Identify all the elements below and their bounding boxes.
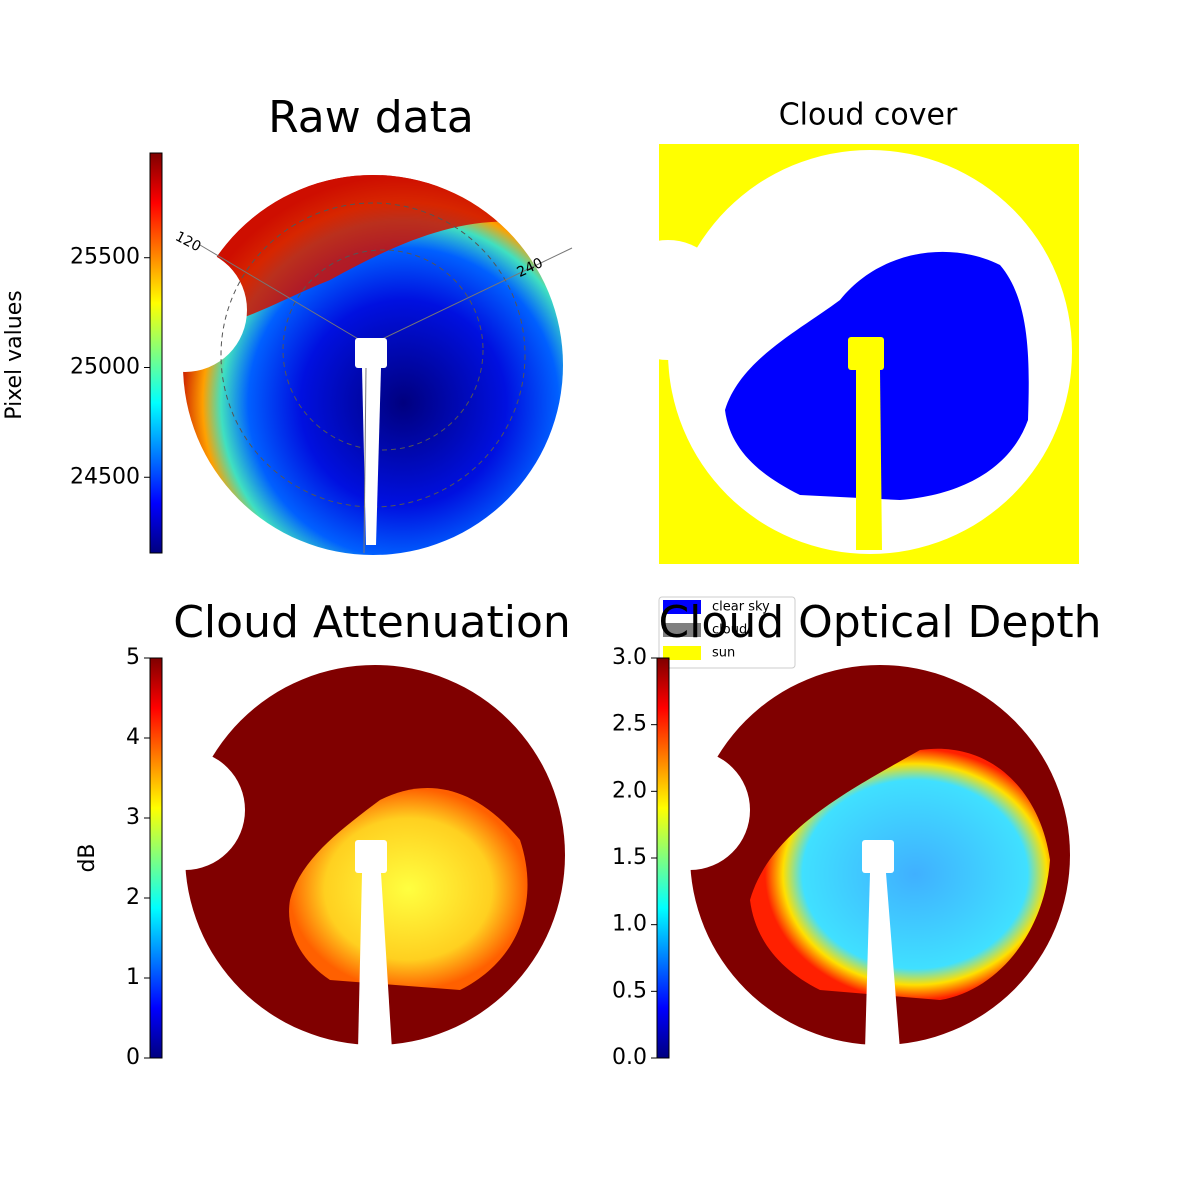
legend-swatch [663, 623, 701, 637]
panel-title: Cloud cover [779, 98, 958, 133]
colorbar-tick-label: 2 [126, 885, 140, 910]
panel-title: Cloud Optical Depth [658, 597, 1101, 648]
colorbar-tick-label: 25500 [70, 245, 140, 270]
cloud-cover-image [608, 144, 1079, 564]
colorbar-tick-label: 0.5 [612, 978, 647, 1003]
colorbar-tick-label: 0.0 [612, 1045, 647, 1070]
legend-swatch [663, 600, 701, 614]
colorbar [656, 657, 670, 1059]
optical-depth-image [630, 665, 1070, 1050]
colorbar-tick-label: 24500 [70, 464, 140, 489]
colorbar-tick-label: 3.0 [612, 645, 647, 670]
colorbar-label: Pixel values [2, 290, 27, 419]
colorbar-tick-label: 3 [126, 805, 140, 830]
legend-swatch [663, 646, 701, 660]
colorbar [149, 657, 163, 1059]
colorbar-tick-label: 1 [126, 965, 140, 990]
colorbar-tick-label: 5 [126, 645, 140, 670]
panel-title: Cloud Attenuation [173, 597, 571, 648]
colorbar-tick-label: 1.0 [612, 912, 647, 937]
colorbar-tick-label: 1.5 [612, 845, 647, 870]
legend-label: sun [712, 646, 735, 661]
colorbar-tick-label: 2.0 [612, 778, 647, 803]
colorbar-tick-label: 2.5 [612, 712, 647, 737]
colorbar-tick-label: 4 [126, 725, 140, 750]
raw-image [123, 175, 573, 555]
panel-title: Raw data [268, 92, 474, 143]
colorbar-tick-label: 25000 [70, 354, 140, 379]
legend-label: clear sky [712, 600, 770, 615]
colorbar-label: dB [75, 843, 100, 872]
attenuation-image [125, 665, 565, 1050]
colorbar-tick-label: 0 [126, 1045, 140, 1070]
colorbar [149, 152, 163, 554]
legend-label: cloud [712, 623, 747, 638]
